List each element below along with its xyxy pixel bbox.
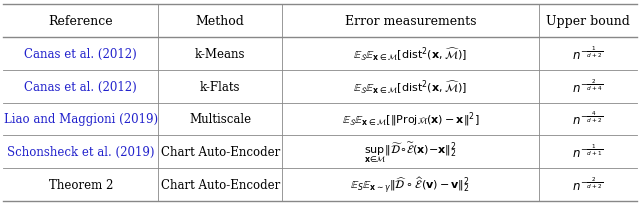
Text: Upper bound: Upper bound	[546, 15, 630, 28]
Text: k-Means: k-Means	[195, 48, 246, 61]
Text: $\mathbb{E}_{\mathcal{S}}\mathbb{E}_{\mathbf{x}\in\mathcal{M}}[\mathrm{dist}^2(\: $\mathbb{E}_{\mathcal{S}}\mathbb{E}_{\ma…	[353, 46, 467, 63]
Text: Chart Auto-Encoder: Chart Auto-Encoder	[161, 145, 280, 158]
Text: Error measurements: Error measurements	[344, 15, 476, 28]
Text: Schonsheck et al. (2019): Schonsheck et al. (2019)	[7, 145, 155, 158]
Text: $n^{-\frac{4}{d+2}}$: $n^{-\frac{4}{d+2}}$	[572, 111, 604, 128]
Text: $n^{-\frac{1}{d+2}}$: $n^{-\frac{1}{d+2}}$	[572, 46, 604, 63]
Text: Canas et al. (2012): Canas et al. (2012)	[24, 80, 137, 93]
Text: Multiscale: Multiscale	[189, 113, 252, 126]
Text: Liao and Maggioni (2019): Liao and Maggioni (2019)	[4, 113, 158, 126]
Text: $\mathbb{E}_{\mathcal{S}}\mathbb{E}_{\mathbf{x}\in\mathcal{M}}[\mathrm{dist}^2(\: $\mathbb{E}_{\mathcal{S}}\mathbb{E}_{\ma…	[353, 78, 467, 95]
Text: Chart Auto-Encoder: Chart Auto-Encoder	[161, 178, 280, 191]
Text: $n^{-\frac{1}{d+1}}$: $n^{-\frac{1}{d+1}}$	[572, 143, 604, 160]
Text: $\mathbb{E}_{\mathcal{S}}\mathbb{E}_{\mathbf{x}\in\mathcal{M}}[\|\mathrm{Proj}_{: $\mathbb{E}_{\mathcal{S}}\mathbb{E}_{\ma…	[342, 110, 479, 129]
Text: $\sup_{\mathbf{x}\in\mathcal{M}} \|\widetilde{\mathcal{D}} \circ \widetilde{\mat: $\sup_{\mathbf{x}\in\mathcal{M}} \|\wide…	[364, 140, 456, 164]
Text: Method: Method	[196, 15, 244, 28]
Text: $\mathbb{E}_{S}\mathbb{E}_{\mathbf{x}\sim\gamma}\|\widehat{\mathcal{D}} \circ \w: $\mathbb{E}_{S}\mathbb{E}_{\mathbf{x}\si…	[351, 174, 470, 195]
Text: Theorem 2: Theorem 2	[49, 178, 113, 191]
Text: Canas et al. (2012): Canas et al. (2012)	[24, 48, 137, 61]
Text: $n^{-\frac{2}{d+2}}$: $n^{-\frac{2}{d+2}}$	[572, 176, 604, 193]
Text: k-Flats: k-Flats	[200, 80, 241, 93]
Text: $n^{-\frac{2}{d+4}}$: $n^{-\frac{2}{d+4}}$	[572, 78, 604, 95]
Text: Reference: Reference	[49, 15, 113, 28]
